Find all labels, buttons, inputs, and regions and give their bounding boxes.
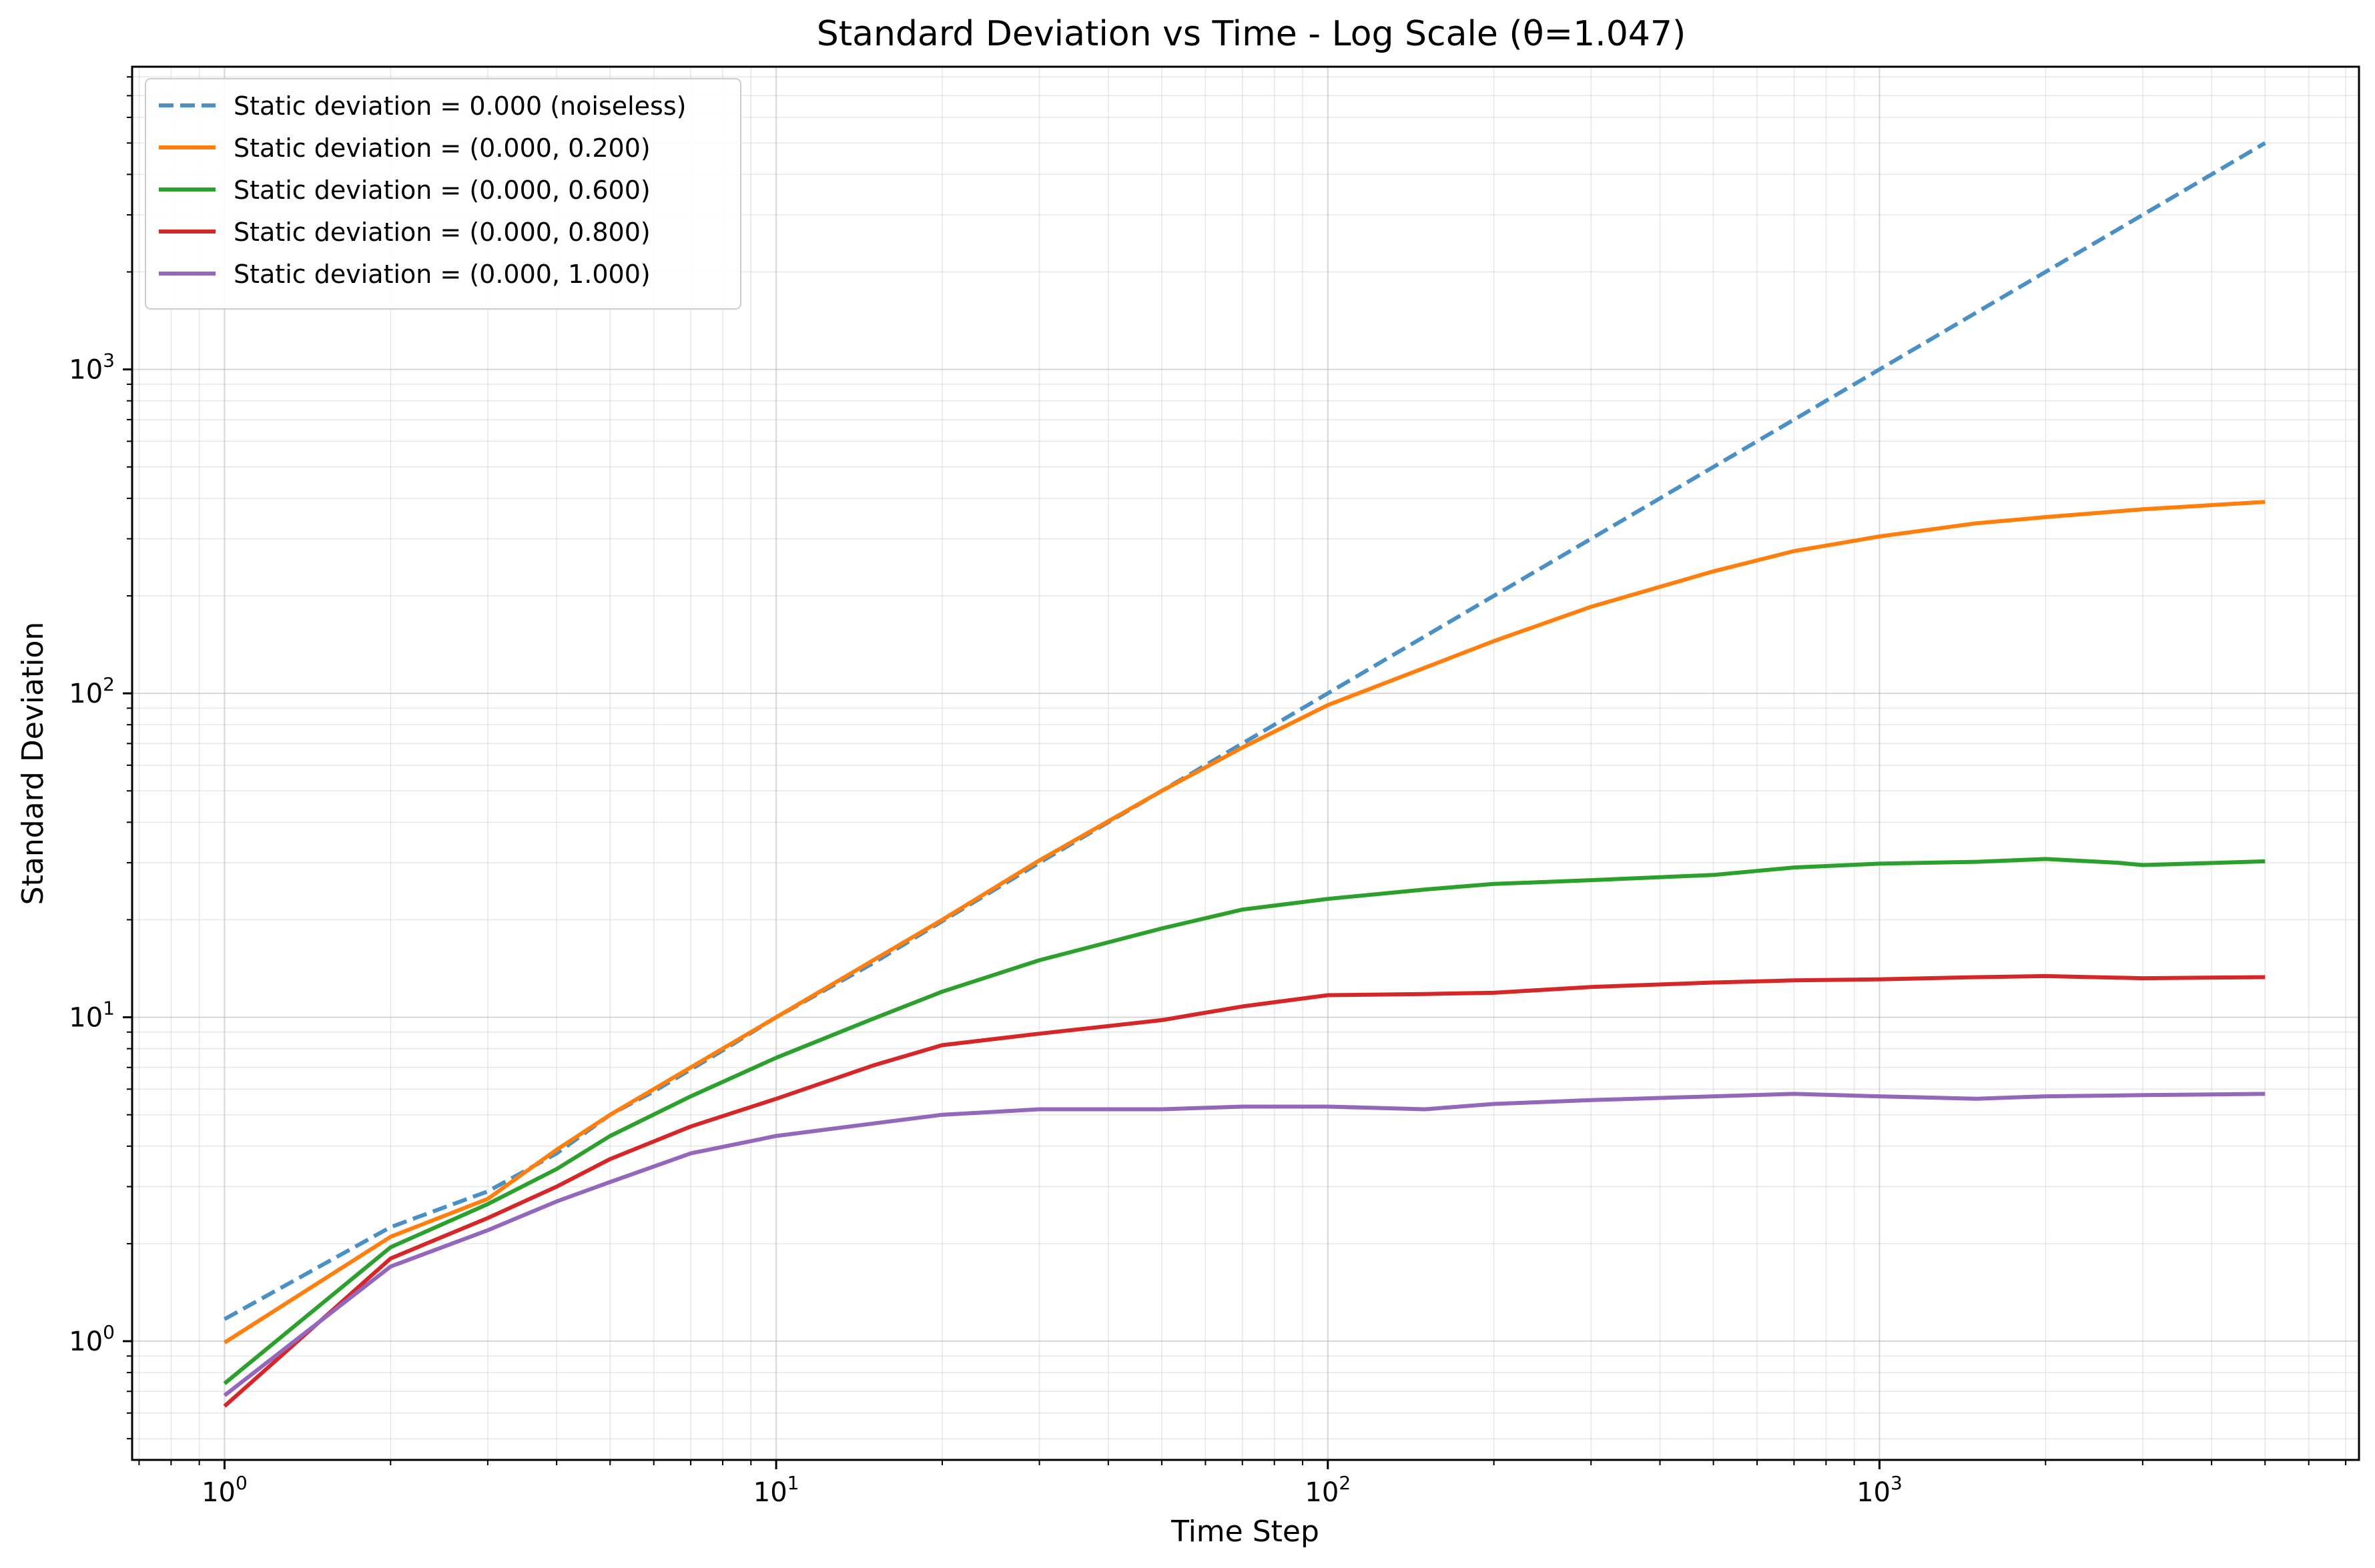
y-tick-exponent: 2 <box>103 673 115 695</box>
series-layer <box>223 141 2266 1408</box>
series-line-2 <box>223 500 2266 1344</box>
legend-label-3: Static deviation = (0.000, 0.600) <box>234 175 651 205</box>
plot-frame <box>131 65 2360 1461</box>
y-tick-exponent: 3 <box>103 350 115 372</box>
x-axis-label: Time Step <box>1170 1515 1319 1549</box>
x-tick-exponent: 3 <box>1891 1472 1903 1494</box>
chart-title: Standard Deviation vs Time - Log Scale (… <box>817 14 1686 54</box>
y-tick-exponent: 1 <box>103 998 115 1020</box>
series-line-3 <box>223 857 2266 1385</box>
series-line-5 <box>223 1092 2266 1397</box>
y-tick-label: 101 <box>69 998 115 1034</box>
series-line-4 <box>223 973 2266 1408</box>
legend-label-1: Static deviation = 0.000 (noiseless) <box>234 91 686 121</box>
legend: Static deviation = 0.000 (noiseless) Stat… <box>145 78 741 310</box>
legend-label-5: Static deviation = (0.000, 1.000) <box>234 260 651 289</box>
x-tick-exponent: 0 <box>236 1472 248 1494</box>
legend-label-4: Static deviation = (0.000, 0.800) <box>234 218 651 247</box>
x-tick-exponent: 1 <box>787 1472 799 1494</box>
y-axis-label: Standard Deviation <box>16 622 50 905</box>
x-tick-exponent: 2 <box>1339 1472 1351 1494</box>
legend-label-2: Static deviation = (0.000, 0.200) <box>234 133 651 163</box>
y-tick-exponent: 0 <box>103 1321 115 1343</box>
legend-box <box>145 78 741 310</box>
